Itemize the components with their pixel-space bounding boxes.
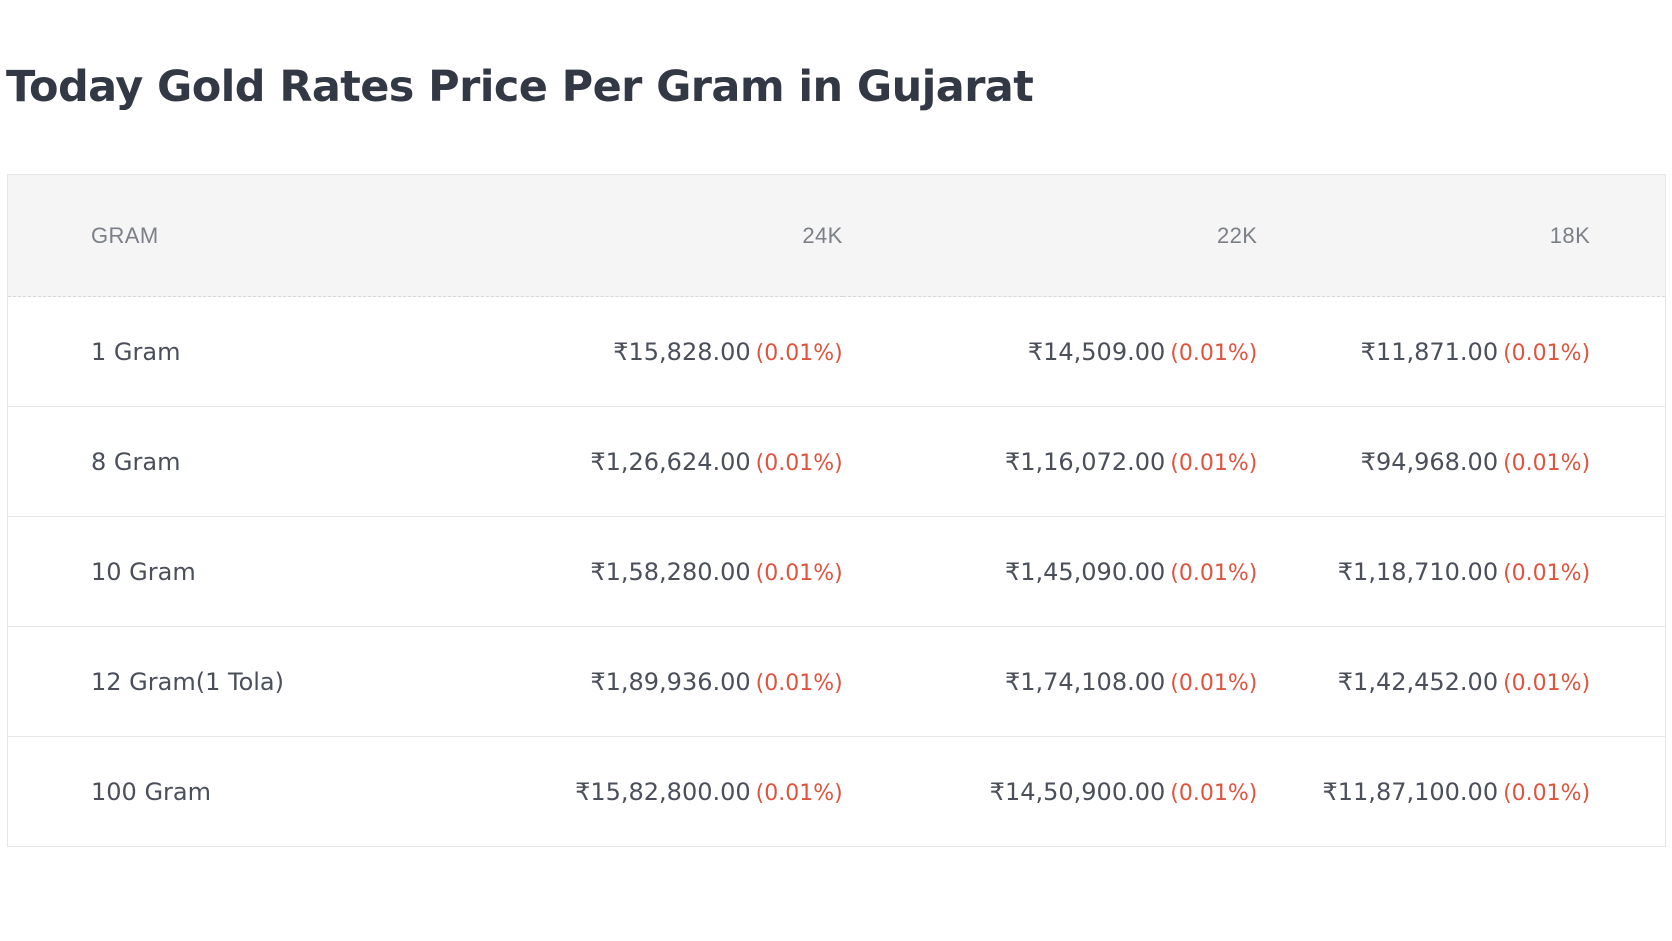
- price-change: (0.01%): [1170, 780, 1258, 806]
- rate-cell-22k: ₹1,16,072.00 (0.01%): [843, 407, 1258, 517]
- price-change: (0.01%): [1503, 670, 1591, 696]
- gram-cell: 10 Gram: [91, 557, 196, 586]
- table-header: GRAM 24K 22K 18K: [7, 174, 1666, 297]
- price-value: ₹15,828.00: [613, 337, 751, 366]
- price-value: ₹1,45,090.00: [1004, 557, 1166, 586]
- rate-cell-18k: ₹94,968.00 (0.01%): [1257, 407, 1590, 517]
- column-header-24k: 24K: [802, 222, 843, 248]
- price-value: ₹1,16,072.00: [1004, 447, 1166, 476]
- row-spacer: [1590, 297, 1665, 407]
- price-value: ₹1,89,936.00: [590, 667, 751, 696]
- price-change: (0.01%): [755, 450, 843, 476]
- rate-cell-18k: ₹11,871.00 (0.01%): [1257, 297, 1590, 407]
- price-value: ₹11,871.00: [1360, 337, 1499, 366]
- price-value: ₹1,26,624.00: [590, 447, 751, 476]
- rate-cell-22k: ₹14,50,900.00 (0.01%): [843, 737, 1258, 847]
- gram-cell: 100 Gram: [91, 777, 211, 806]
- price-change: (0.01%): [1503, 450, 1591, 476]
- row-spacer: [1590, 737, 1665, 847]
- table-row: 10 Gram ₹1,58,280.00 (0.01%) ₹1,45,090.00…: [7, 517, 1666, 627]
- table-header-row: GRAM 24K 22K 18K: [7, 174, 1666, 297]
- rate-cell-22k: ₹14,509.00 (0.01%): [843, 297, 1258, 407]
- price-change: (0.01%): [1170, 670, 1258, 696]
- price-value: ₹1,74,108.00: [1004, 667, 1166, 696]
- rate-cell-22k: ₹1,74,108.00 (0.01%): [843, 627, 1258, 737]
- table-row: 12 Gram(1 Tola) ₹1,89,936.00 (0.01%) ₹1,7…: [7, 627, 1666, 737]
- price-value: ₹94,968.00: [1360, 447, 1499, 476]
- table-row: 8 Gram ₹1,26,624.00 (0.01%) ₹1,16,072.00(…: [7, 407, 1666, 517]
- column-header-22k: 22K: [1216, 222, 1258, 248]
- price-value: ₹1,58,280.00: [590, 557, 751, 586]
- price-value: ₹11,87,100.00: [1322, 777, 1499, 806]
- table-body: 1 Gram ₹15,828.00 (0.01%) ₹14,509.00 (0.01…: [7, 297, 1666, 847]
- rate-cell-18k: ₹1,18,710.00 (0.01%): [1257, 517, 1590, 627]
- gram-cell: 12 Gram(1 Tola): [91, 667, 284, 696]
- rate-cell-18k: ₹11,87,100.00 (0.01%): [1257, 737, 1591, 847]
- gram-cell: 8 Gram: [91, 447, 181, 476]
- table-row: 100 Gram ₹15,82,800.00 (0.01%) ₹14,50,900…: [8, 737, 1666, 847]
- price-change: (0.01%): [1503, 560, 1591, 586]
- rate-cell-24k: ₹1,26,624.00 (0.01%): [466, 407, 843, 517]
- price-change: (0.01%): [1170, 450, 1258, 476]
- price-change: (0.01%): [755, 780, 843, 806]
- price-change: (0.01%): [1503, 340, 1591, 366]
- column-spacer: [1590, 175, 1665, 297]
- row-spacer: [1590, 627, 1665, 737]
- table-row: 1 Gram ₹15,828.00 (0.01%) ₹14,509.00 (0.01…: [7, 297, 1666, 407]
- price-change: (0.01%): [755, 340, 843, 366]
- page-title: Today Gold Rates Price Per Gram in Gujar…: [6, 62, 1034, 112]
- rate-cell-24k: ₹1,58,280.00 (0.01%): [466, 517, 843, 627]
- row-spacer: [1590, 517, 1665, 627]
- price-change: (0.01%): [1170, 340, 1258, 366]
- row-spacer: [1590, 407, 1665, 517]
- price-change: (0.01%): [755, 670, 843, 696]
- price-change: (0.01%): [1503, 780, 1591, 806]
- rate-cell-24k: ₹1,89,936.00 (0.01%): [466, 627, 843, 737]
- price-value: ₹1,18,710.00: [1337, 557, 1499, 586]
- gram-cell: 1 Gram: [91, 337, 181, 366]
- price-value: ₹14,50,900.00: [989, 777, 1166, 806]
- price-value: ₹1,42,452.00: [1337, 667, 1499, 696]
- rate-cell-24k: ₹15,82,800.00 (0.01%): [466, 737, 843, 847]
- price-value: ₹14,509.00: [1027, 337, 1166, 366]
- price-change: (0.01%): [1170, 560, 1258, 586]
- price-change: (0.01%): [755, 560, 843, 586]
- rate-cell-18k: ₹1,42,452.00 (0.01%): [1257, 627, 1590, 737]
- column-header-gram: GRAM: [91, 222, 159, 248]
- rate-cell-22k: ₹1,45,090.00 (0.01%): [843, 517, 1258, 627]
- rate-cell-24k: ₹15,828.00 (0.01%): [466, 297, 843, 407]
- gold-rates-table: GRAM 24K 22K 18K 1 Gram ₹15,828.00 (0.01%…: [7, 174, 1666, 847]
- price-value: ₹15,82,800.00: [575, 777, 751, 806]
- column-header-18k: 18K: [1549, 222, 1591, 248]
